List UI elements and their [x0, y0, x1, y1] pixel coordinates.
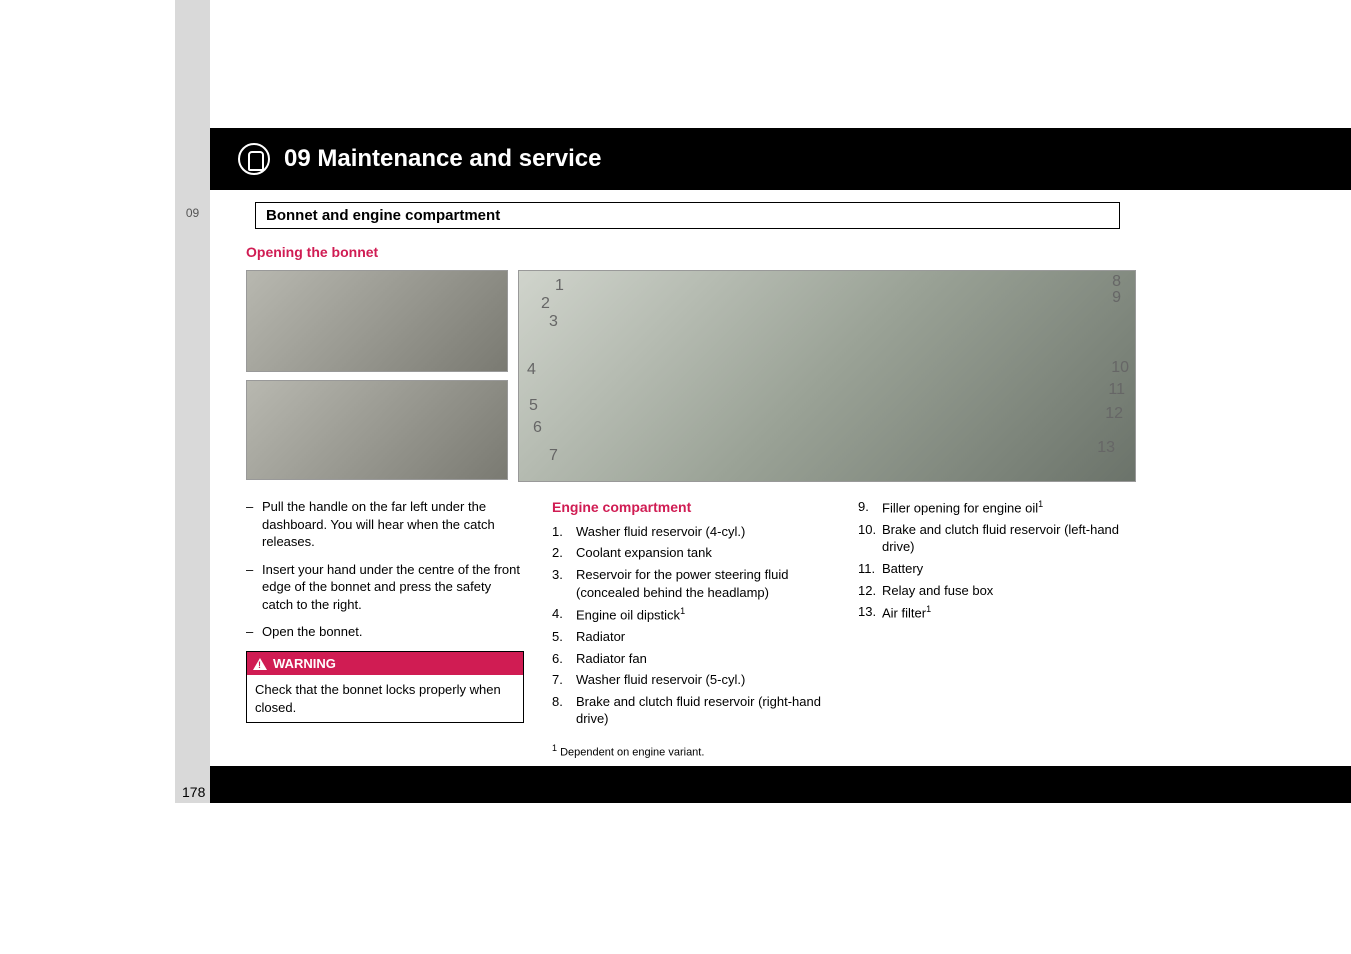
item-number: 10. [858, 521, 882, 556]
callout-10: 10 [1111, 359, 1129, 377]
warning-triangle-icon [253, 658, 267, 670]
image-bonnet-catch [246, 380, 508, 480]
item-text: Brake and clutch fluid reservoir (left-h… [882, 521, 1136, 556]
item-text: Battery [882, 560, 923, 578]
side-tab-number: 09 [175, 206, 210, 220]
item-number: 11. [858, 560, 882, 578]
image-column-left [246, 270, 508, 482]
callout-2: 2 [541, 295, 550, 313]
list-item: 4.Engine oil dipstick1 [552, 605, 830, 624]
item-number: 1. [552, 523, 576, 541]
item-number: 7. [552, 671, 576, 689]
warning-header: WARNING [246, 651, 524, 676]
warning-label: WARNING [273, 655, 336, 673]
list-item: 2.Coolant expansion tank [552, 544, 830, 562]
item-text: Engine oil dipstick1 [576, 605, 685, 624]
section-title: Bonnet and engine compartment [266, 207, 500, 224]
item-text: Brake and clutch fluid reservoir (right-… [576, 693, 830, 728]
item-sup: 1 [680, 606, 685, 616]
item-text: Washer fluid reservoir (5-cyl.) [576, 671, 745, 689]
chapter-header-band: 09 Maintenance and service [210, 128, 1351, 190]
step-text: Insert your hand under the centre of the… [262, 561, 524, 614]
footer-band [210, 766, 1351, 803]
item-number: 8. [552, 693, 576, 728]
engine-parts-list-a: 1.Washer fluid reservoir (4-cyl.)2.Coola… [552, 523, 830, 728]
item-sup: 1 [1038, 499, 1043, 509]
callout-9: 9 [1112, 289, 1121, 307]
item-number: 9. [858, 498, 882, 517]
step-text: Open the bonnet. [262, 623, 362, 641]
list-item: 10.Brake and clutch fluid reservoir (lef… [858, 521, 1136, 556]
footnote: 1 Dependent on engine variant. [552, 742, 830, 761]
item-number: 6. [552, 650, 576, 668]
list-item: 1.Washer fluid reservoir (4-cyl.) [552, 523, 830, 541]
list-item: 3.Reservoir for the power steering fluid… [552, 566, 830, 601]
image-engine-compartment: 1 2 3 4 5 6 7 8 9 10 11 12 13 [518, 270, 1136, 482]
item-text: Coolant expansion tank [576, 544, 712, 562]
item-text: Washer fluid reservoir (4-cyl.) [576, 523, 745, 541]
item-text: Reservoir for the power steering fluid (… [576, 566, 830, 601]
item-number: 4. [552, 605, 576, 624]
item-number: 3. [552, 566, 576, 601]
engine-parts-list-b: 9.Filler opening for engine oil110.Brake… [858, 498, 1136, 622]
callout-1: 1 [555, 277, 564, 295]
item-number: 12. [858, 582, 882, 600]
image-bonnet-lever [246, 270, 508, 372]
callout-11: 11 [1108, 381, 1125, 399]
side-tab: 09 [175, 0, 210, 803]
list-item: 13.Air filter1 [858, 603, 1136, 622]
callout-4: 4 [527, 361, 536, 379]
list-item: 5.Radiator [552, 628, 830, 646]
image-row: 1 2 3 4 5 6 7 8 9 10 11 12 13 [246, 270, 1136, 482]
item-sup: 1 [926, 604, 931, 614]
list-item: –Insert your hand under the centre of th… [246, 561, 524, 614]
list-item: 9.Filler opening for engine oil1 [858, 498, 1136, 517]
item-number: 2. [552, 544, 576, 562]
text-columns: –Pull the handle on the far left under t… [246, 498, 1136, 760]
item-number: 5. [552, 628, 576, 646]
callout-13: 13 [1097, 439, 1115, 457]
step-text: Pull the handle on the far left under th… [262, 498, 524, 551]
heading-engine-compartment: Engine compartment [552, 498, 830, 517]
column-3: 9.Filler opening for engine oil110.Brake… [858, 498, 1136, 760]
footnote-mark: 1 [552, 743, 557, 753]
bonnet-steps-list: –Pull the handle on the far left under t… [246, 498, 524, 641]
chapter-title: 09 Maintenance and service [284, 145, 601, 173]
page-number: 178 [182, 784, 205, 800]
item-text: Filler opening for engine oil1 [882, 498, 1043, 517]
item-text: Relay and fuse box [882, 582, 993, 600]
item-number: 13. [858, 603, 882, 622]
warning-box: WARNING Check that the bonnet locks prop… [246, 651, 524, 724]
page-content: Opening the bonnet 1 2 3 4 5 6 7 8 9 10 … [246, 244, 1136, 760]
section-title-bar: Bonnet and engine compartment [255, 202, 1120, 229]
list-item: –Pull the handle on the far left under t… [246, 498, 524, 551]
callout-5: 5 [529, 397, 538, 415]
list-item: 12.Relay and fuse box [858, 582, 1136, 600]
item-text: Radiator fan [576, 650, 647, 668]
callout-7: 7 [549, 447, 558, 465]
list-item: 11.Battery [858, 560, 1136, 578]
column-1: –Pull the handle on the far left under t… [246, 498, 524, 760]
list-item: –Open the bonnet. [246, 623, 524, 641]
list-item: 7.Washer fluid reservoir (5-cyl.) [552, 671, 830, 689]
column-2: Engine compartment 1.Washer fluid reserv… [552, 498, 830, 760]
callout-3: 3 [549, 313, 558, 331]
chapter-icon [238, 143, 270, 175]
warning-body: Check that the bonnet locks properly whe… [246, 675, 524, 723]
callout-12: 12 [1105, 405, 1123, 423]
list-item: 6.Radiator fan [552, 650, 830, 668]
item-text: Air filter1 [882, 603, 931, 622]
footnote-text: Dependent on engine variant. [560, 746, 704, 758]
heading-opening-bonnet: Opening the bonnet [246, 244, 1136, 260]
callout-6: 6 [533, 419, 542, 437]
list-item: 8.Brake and clutch fluid reservoir (righ… [552, 693, 830, 728]
item-text: Radiator [576, 628, 625, 646]
